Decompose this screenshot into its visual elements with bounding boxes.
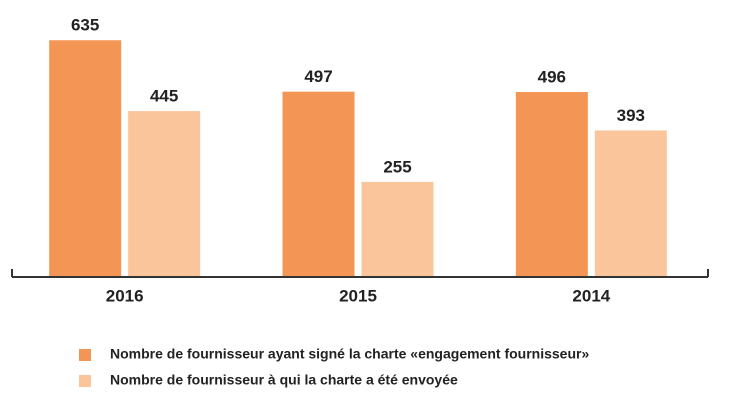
x-tick-label: 2016 — [106, 286, 144, 305]
bar — [128, 111, 201, 277]
legend-label: Nombre de fournisseur ayant signé la cha… — [110, 346, 589, 362]
bar — [361, 181, 434, 277]
bar — [515, 92, 588, 277]
value-label: 496 — [538, 68, 566, 87]
legend-label: Nombre de fournisseur à qui la charte a … — [110, 372, 458, 388]
legend-swatch — [79, 375, 91, 387]
x-tick-label: 2014 — [572, 286, 610, 305]
value-label: 497 — [304, 67, 332, 86]
bar — [282, 91, 355, 277]
value-label: 635 — [71, 16, 99, 35]
x-tick-label: 2015 — [339, 286, 377, 305]
bar — [594, 130, 667, 277]
value-label: 445 — [150, 87, 178, 106]
legend-swatch — [79, 349, 91, 361]
bar — [49, 40, 122, 277]
value-label: 393 — [617, 106, 645, 125]
value-label: 255 — [383, 157, 411, 176]
